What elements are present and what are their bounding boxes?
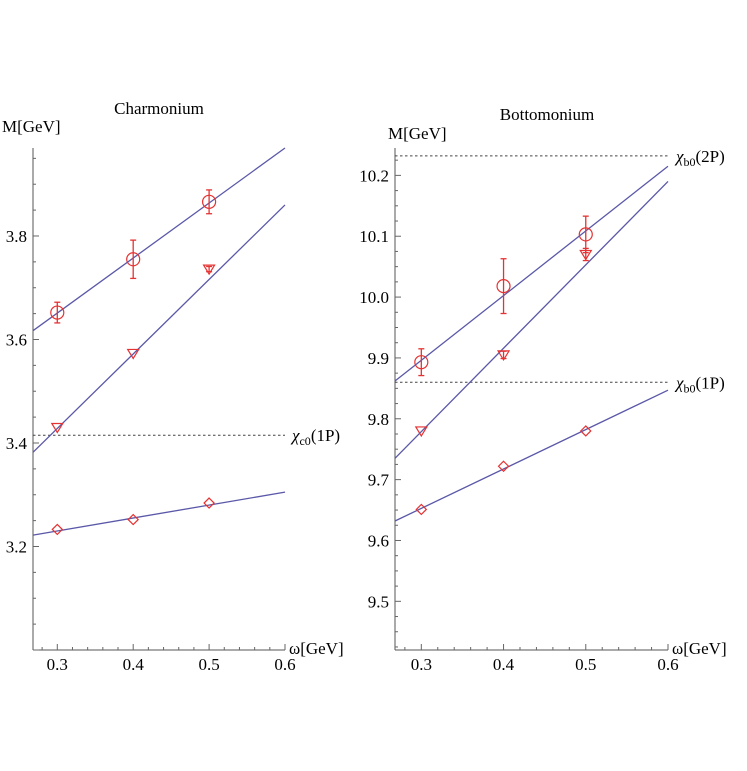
- data-point-triangle: [202, 264, 216, 276]
- charmonium-panel: Charmonium M[GeV] ω[GeV] 0.3 0.4 0.5 0.6 3.2 3.4…: [2, 99, 344, 674]
- y-tick-label: 10.1: [359, 227, 389, 246]
- fit-line: [32, 491, 286, 536]
- data-point-triangle: [50, 422, 64, 434]
- data-point-circle: [496, 279, 511, 294]
- x-tick-label: 0.4: [123, 655, 145, 674]
- x-tick-label: 0.3: [47, 655, 68, 674]
- data-point-triangle: [579, 249, 593, 261]
- y-tick-label: 9.7: [368, 471, 390, 490]
- reference-label-state: (1P): [695, 373, 724, 392]
- y-tick-label: 3.2: [6, 537, 27, 556]
- data-point-diamond: [497, 460, 510, 473]
- reference-label-subscript: c0: [299, 434, 310, 448]
- y-tick-label: 9.8: [368, 410, 389, 429]
- data-point-circle: [414, 355, 429, 370]
- fit-line: [32, 147, 286, 332]
- chart-title: Charmonium: [114, 99, 204, 118]
- y-tick-label: 10.2: [359, 166, 389, 185]
- chart-title: Bottomonium: [500, 105, 594, 124]
- data-point-diamond: [579, 425, 592, 437]
- data-point-triangle: [414, 426, 428, 438]
- y-tick-label: 10.0: [359, 288, 389, 307]
- reference-label: χc0(1P): [290, 426, 340, 448]
- fit-line: [394, 165, 669, 382]
- reference-label: χb0(2P): [674, 147, 725, 169]
- fit-line: [394, 389, 669, 522]
- data-point-diamond: [51, 523, 64, 536]
- x-tick-label: 0.5: [575, 655, 596, 674]
- data-point-triangle: [496, 350, 511, 362]
- y-tick-label: 3.4: [6, 434, 28, 453]
- data-point-circle: [578, 227, 593, 242]
- reference-label-subscript: b0: [683, 155, 695, 169]
- data-point-diamond: [415, 503, 428, 516]
- data-point-diamond: [203, 497, 215, 509]
- x-tick-label: 0.5: [198, 655, 219, 674]
- y-tick-label: 9.5: [368, 592, 389, 611]
- data-point-circle: [50, 305, 65, 320]
- y-tick-label: 9.9: [368, 349, 389, 368]
- data-point-circle: [201, 194, 217, 209]
- x-tick-label: 0.6: [274, 655, 295, 674]
- y-axis-label: M[GeV]: [388, 124, 447, 143]
- x-axis-label: ω[GeV]: [672, 639, 727, 658]
- x-tick-label: 0.4: [493, 655, 515, 674]
- reference-label-subscript: b0: [683, 381, 695, 395]
- reference-label: χb0(1P): [674, 373, 725, 395]
- data-point-diamond: [127, 513, 140, 526]
- data-point-circle: [126, 252, 141, 267]
- bottomonium-panel: Bottomonium M[GeV] ω[GeV] 0.3 0.4 0.5 0.6 9.5 9.…: [359, 105, 726, 674]
- reference-label-symbol: χ: [674, 373, 684, 392]
- data-point-triangle: [126, 348, 140, 360]
- x-tick-label: 0.3: [411, 655, 432, 674]
- y-tick-label: 3.8: [6, 227, 27, 246]
- y-tick-label: 3.6: [6, 330, 27, 349]
- fit-line: [394, 181, 669, 459]
- reference-label-symbol: χ: [674, 147, 684, 166]
- y-axis-label: M[GeV]: [2, 117, 61, 136]
- x-tick-label: 0.6: [657, 655, 678, 674]
- reference-label-state: (2P): [695, 147, 724, 166]
- x-axis-label: ω[GeV]: [289, 639, 344, 658]
- fit-line: [32, 204, 286, 453]
- reference-label-symbol: χ: [290, 426, 300, 445]
- reference-label-state: (1P): [311, 426, 340, 445]
- y-tick-label: 9.6: [368, 531, 389, 550]
